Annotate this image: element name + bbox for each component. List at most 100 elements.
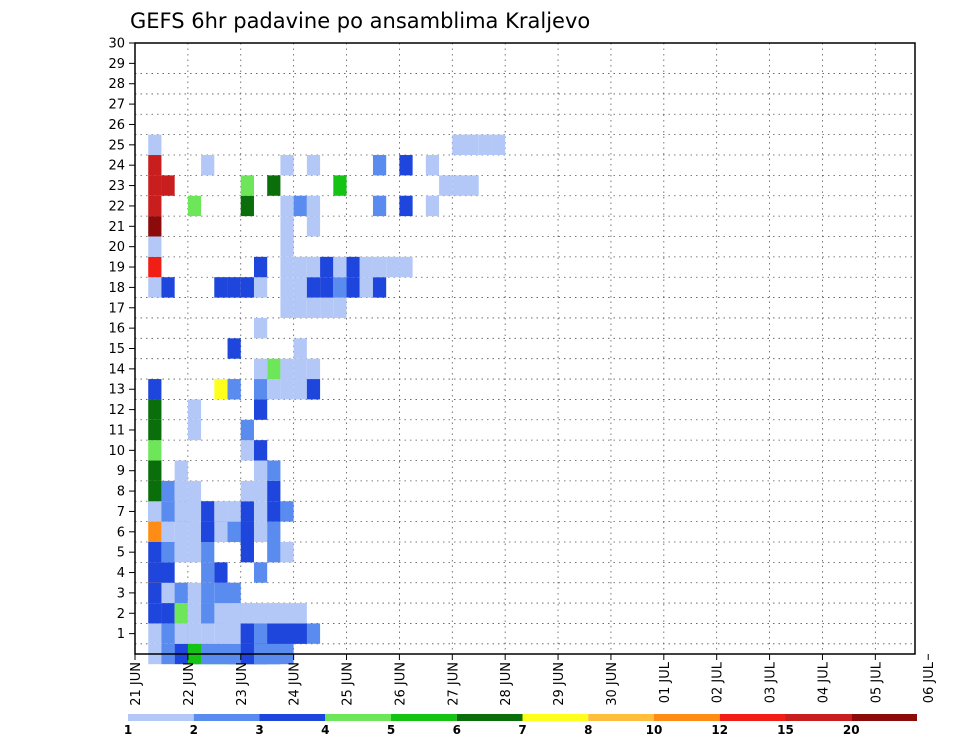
y-tick-label: 29 <box>108 57 125 72</box>
x-axis-ticks: 21 JUN 22 JUN 23 JUN 24 JUN 25 JUN 26 JUN 27 J… <box>129 654 937 706</box>
precip-cell <box>201 562 215 583</box>
legend-swatch <box>193 714 260 721</box>
precip-cell <box>187 541 202 563</box>
precip-cell <box>240 480 254 502</box>
y-tick-label: 9 <box>117 464 125 479</box>
precip-cell <box>280 358 294 380</box>
precip-cell <box>187 399 202 420</box>
precip-cell <box>174 582 188 604</box>
precip-cell <box>240 175 254 196</box>
legend-label: 7 <box>518 723 526 737</box>
precip-cell <box>214 562 228 583</box>
precip-cell <box>280 236 294 257</box>
precip-cell <box>148 562 175 583</box>
legend-swatch <box>719 714 786 721</box>
precip-cell <box>267 379 281 400</box>
legend-label: 1 <box>124 723 132 737</box>
precip-cell <box>148 521 162 542</box>
precip-cell <box>372 155 387 176</box>
legend-label: 20 <box>843 723 860 737</box>
precip-cell <box>253 521 268 542</box>
y-axis-ticks: 1234567891011121314151617181920212223242… <box>108 37 135 642</box>
precip-cell <box>240 277 254 298</box>
precip-cell <box>161 582 175 604</box>
precip-cell <box>267 501 281 522</box>
precip-cell <box>214 277 228 298</box>
legend-swatch <box>851 714 917 721</box>
precip-cell <box>148 399 162 420</box>
precip-cell <box>240 501 254 522</box>
legend-swatch <box>588 714 654 721</box>
y-tick-label: 28 <box>108 77 125 92</box>
precip-cell <box>253 440 268 461</box>
y-tick-label: 14 <box>108 362 125 377</box>
precip-cell <box>306 297 321 318</box>
x-tick-label: 03 JUL <box>764 661 779 703</box>
x-tick-label: 22 JUN <box>182 662 197 706</box>
legend-swatch <box>391 714 457 721</box>
precip-cell <box>161 541 175 563</box>
precip-cell <box>161 175 175 196</box>
precip-cell <box>240 603 254 624</box>
precip-cell <box>280 379 294 400</box>
precip-cell <box>293 277 307 298</box>
precip-cell <box>386 256 400 278</box>
legend-label: 10 <box>646 723 663 737</box>
precip-cell <box>148 379 162 400</box>
precip-cell <box>399 155 413 176</box>
precip-cell <box>148 175 162 196</box>
y-tick-label: 19 <box>108 261 125 276</box>
precip-cell <box>148 440 162 461</box>
precip-cell <box>148 236 162 257</box>
y-tick-label: 22 <box>108 199 125 214</box>
precip-cell <box>201 501 215 522</box>
legend-swatch <box>785 714 852 721</box>
legend-label: 12 <box>711 723 728 737</box>
precip-cell <box>253 317 268 339</box>
precip-cell <box>253 277 268 298</box>
precip-cell <box>161 603 175 624</box>
precip-cell <box>253 256 268 278</box>
y-tick-label: 24 <box>108 159 125 174</box>
plot-grid <box>135 43 915 654</box>
precip-cell <box>240 419 254 441</box>
precip-cell <box>306 195 321 217</box>
x-tick-label: 30 JUN <box>605 662 620 706</box>
precip-cell <box>174 480 188 502</box>
precip-cell <box>465 134 479 156</box>
x-tick-label: 01 JUL <box>658 661 673 703</box>
legend-swatch <box>456 714 523 721</box>
precip-cell <box>280 297 294 318</box>
legend-swatch <box>654 714 720 721</box>
legend-label: 6 <box>453 723 461 737</box>
y-tick-label: 2 <box>117 607 125 622</box>
precip-cell <box>399 256 413 278</box>
y-tick-label: 5 <box>117 546 125 561</box>
x-tick-label: 26 JUN <box>393 662 408 706</box>
ensemble-cells <box>148 134 506 665</box>
precip-cell <box>253 460 268 481</box>
precip-cell <box>478 134 492 156</box>
precip-cell <box>320 277 334 298</box>
precip-cell <box>187 582 202 604</box>
precip-cell <box>306 256 321 278</box>
precip-cell <box>293 358 307 380</box>
precip-cell <box>280 256 294 278</box>
legend-swatch <box>259 714 326 721</box>
precip-cell <box>372 195 387 217</box>
precip-cell <box>148 155 162 176</box>
y-tick-label: 16 <box>108 322 125 337</box>
precip-cell <box>148 216 162 237</box>
y-tick-label: 6 <box>117 525 125 540</box>
precip-cell <box>187 623 202 644</box>
precip-cell <box>187 521 202 542</box>
legend-label: 8 <box>584 723 592 737</box>
precip-cell <box>253 562 268 583</box>
legend-label: 4 <box>321 723 329 737</box>
precip-cell <box>148 134 162 156</box>
precip-cell <box>280 155 294 176</box>
x-tick-label: 24 JUN <box>288 662 303 706</box>
legend-label: 3 <box>255 723 263 737</box>
precip-cell <box>267 603 307 624</box>
